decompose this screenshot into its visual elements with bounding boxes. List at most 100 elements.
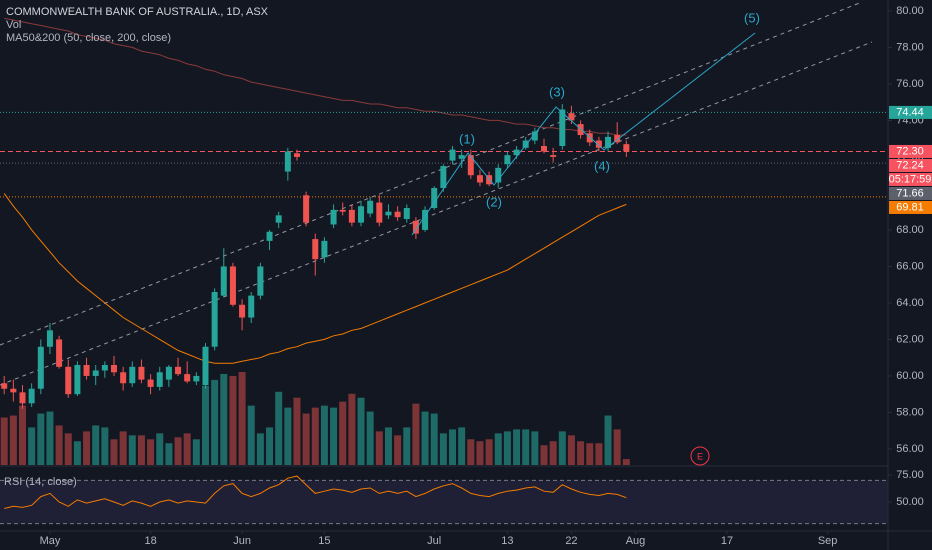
x-tick-label: 15 (318, 535, 330, 547)
earnings-label[interactable]: E (697, 451, 703, 461)
rsi-tick-label: 75.00 (896, 469, 924, 481)
volume-bar (449, 429, 457, 465)
candle-body (211, 291, 218, 347)
wave: (1) (2) (3) (4) (5) E (411, 10, 760, 466)
volume-bar (622, 459, 630, 465)
candle-body (165, 366, 172, 380)
volume-bar (256, 433, 264, 465)
candle-body (339, 209, 346, 212)
volume-bar (339, 401, 347, 465)
y-tick-label: 76.00 (896, 78, 924, 90)
rsi-tick-label: 50.00 (896, 496, 924, 508)
price-label-box (889, 186, 932, 200)
volume-bar (37, 413, 45, 465)
volume-bar (458, 427, 466, 465)
volume-bar (513, 429, 521, 465)
volume-bar (101, 427, 109, 465)
candle-body (46, 330, 53, 347)
candle-body (358, 206, 365, 223)
y-tick-label: 68.00 (896, 224, 924, 236)
volume-bar (137, 435, 145, 465)
axes: 56.0058.0060.0062.0064.0066.0068.0070.00… (40, 5, 932, 547)
volume-bar (586, 443, 594, 465)
volume-bar (394, 435, 402, 465)
x-tick-label: May (40, 535, 61, 547)
candle-body (229, 266, 236, 305)
candle-body (74, 364, 81, 395)
candle-body (1, 383, 8, 389)
volume-bar (156, 433, 164, 465)
volume-bar (119, 431, 127, 465)
candle-body (92, 370, 99, 376)
volume-bar (421, 411, 429, 465)
volume-bar (238, 372, 246, 465)
volume-bar (357, 397, 365, 465)
candle-body (239, 304, 246, 318)
y-tick-label: 58.00 (896, 406, 924, 418)
wave-label: (3) (549, 84, 565, 99)
candle-body (248, 295, 255, 318)
rsi-band (0, 480, 888, 524)
candle-body (495, 167, 502, 183)
wave-label: (2) (486, 194, 502, 209)
candle-body (101, 364, 108, 371)
volume-bar (293, 397, 301, 465)
volume-bar (211, 379, 219, 465)
candle-body (595, 140, 602, 148)
candle-body (431, 187, 438, 209)
candle-body (37, 346, 44, 389)
volume-bar (284, 407, 292, 465)
earnings-marker[interactable] (690, 446, 710, 466)
candle-body (394, 211, 401, 218)
price-label-box (889, 158, 932, 172)
volume-bar (19, 405, 27, 465)
volume-bar (476, 441, 484, 465)
volume-bar (522, 429, 530, 465)
candle-body (540, 145, 547, 152)
y-tick-label: 66.00 (896, 260, 924, 272)
candle-body (367, 200, 374, 214)
volume-bar (28, 427, 36, 465)
candle-body (440, 166, 447, 188)
candle-body (385, 211, 392, 216)
candle-body (623, 144, 630, 152)
candle-body (458, 155, 465, 159)
volume-bar (439, 433, 447, 465)
volume-bar (266, 427, 274, 465)
y-tick-label: 60.00 (896, 370, 924, 382)
candle-body (129, 366, 136, 384)
candle-body (348, 209, 355, 223)
volume-bar (128, 435, 136, 465)
volume-bar (403, 427, 411, 465)
volume-bar (567, 435, 575, 465)
volume-bar (55, 425, 63, 465)
volume-bar (348, 393, 356, 465)
candle-body (28, 388, 35, 404)
volume-bar (302, 413, 310, 465)
candle-body (476, 175, 483, 183)
x-tick-label: 22 (565, 535, 577, 547)
volume-bar (549, 441, 557, 465)
volume-bar (311, 407, 319, 465)
candle-body (147, 379, 154, 387)
volume-bar (9, 415, 17, 465)
price-label: 72.24 (896, 159, 924, 171)
candle-body (376, 202, 383, 223)
x-tick-label: Aug (626, 535, 646, 547)
price-label: 72.30 (896, 145, 924, 157)
candle-body (449, 149, 456, 161)
wave-line (411, 32, 756, 236)
candle-body (513, 149, 520, 156)
candle-body (156, 372, 163, 387)
volume-bar (229, 375, 237, 465)
moving-average (4, 17, 627, 136)
x-tick-label: 17 (721, 535, 733, 547)
y-tick-label: 80.00 (896, 5, 924, 17)
candle-body (284, 151, 291, 172)
countdown-label: 05:17:59 (889, 173, 932, 185)
volume-bar (604, 415, 612, 465)
candle-body (412, 220, 419, 234)
volume-bar (467, 439, 475, 465)
volume-bar (0, 417, 8, 465)
candle-body (504, 155, 511, 165)
